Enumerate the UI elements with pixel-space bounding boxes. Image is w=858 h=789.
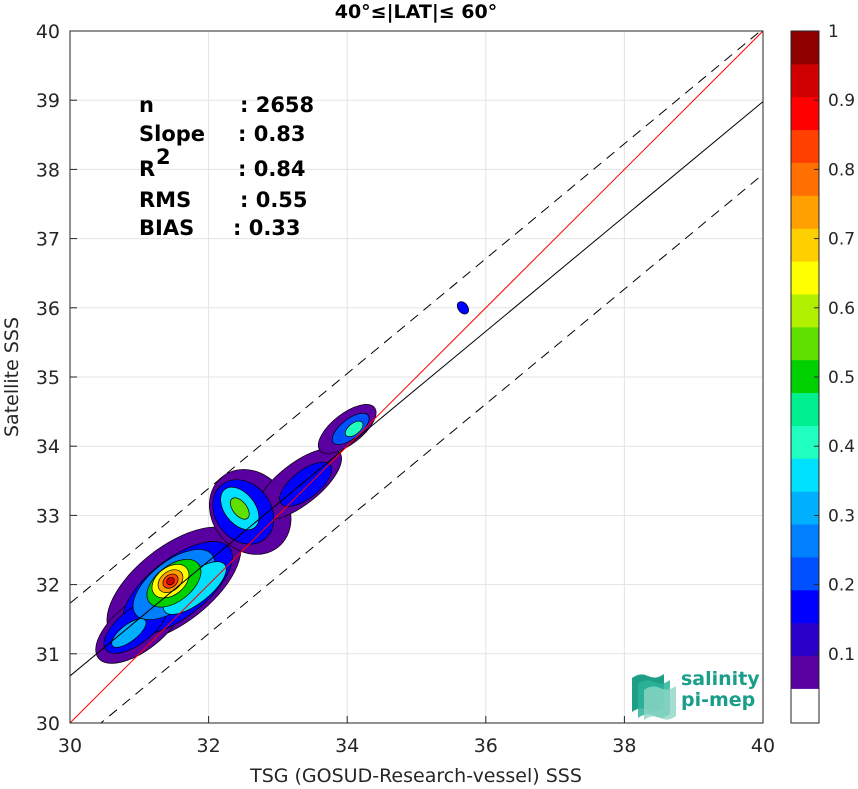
x-tick-label: 38: [612, 735, 636, 757]
contour-region: [344, 420, 364, 437]
contour-level: [344, 420, 364, 437]
stat-row: BIAS : 0.33: [139, 216, 301, 240]
colorbar-band: [791, 195, 819, 229]
y-tick-label: 37: [36, 229, 60, 251]
colorbar-band: [791, 556, 819, 591]
colorbar-band: [791, 31, 819, 65]
contour-level: [111, 618, 147, 648]
x-tick-label: 30: [58, 735, 82, 757]
stat-value: : 0.83: [238, 122, 306, 146]
colorbar-band: [791, 293, 819, 328]
y-axis-ticks: 30 31 32 33 34 35 36 37 38 39 40: [36, 21, 77, 735]
colorbar-band: [791, 458, 819, 492]
colorbar-tick-label: 0.5: [828, 368, 855, 388]
colorbar-tick-label: 0.2: [828, 576, 855, 596]
colorbar-band: [791, 96, 819, 131]
contour-region: [230, 497, 250, 520]
colorbar-band: [791, 326, 819, 361]
contour-region: [111, 618, 147, 648]
identity-line: [70, 31, 763, 723]
colorbar-tick-label: 1: [828, 22, 839, 42]
stat-value: : 0.33: [233, 216, 301, 240]
colorbar-band: [791, 589, 819, 624]
stat-label: RMS: [139, 188, 191, 212]
colorbar-band: [791, 524, 819, 558]
colorbar-tick-label: 0.7: [828, 230, 855, 250]
colorbar-band: [791, 491, 819, 525]
colorbar-band: [791, 359, 819, 394]
y-tick-label: 32: [36, 575, 60, 597]
colorbar-band: [791, 688, 819, 723]
colorbar-tick-label: 0.4: [828, 437, 855, 457]
contour-region: [279, 461, 332, 507]
colorbar-band: [791, 425, 819, 459]
contour-region: [456, 301, 470, 315]
y-tick-label: 30: [36, 713, 60, 735]
colorbar-band: [791, 261, 819, 295]
stat-label: BIAS: [139, 216, 194, 240]
y-tick-label: 40: [36, 21, 60, 43]
stat-row: n : 2658: [139, 93, 314, 117]
colorbar-band: [791, 655, 819, 689]
colorbar-tick-label: 0.9: [828, 91, 855, 111]
colorbar-band: [791, 162, 819, 196]
y-tick-label: 35: [36, 367, 60, 389]
stat-row: RMS : 0.55: [139, 188, 308, 212]
y-tick-label: 34: [36, 436, 60, 458]
colorbar-band: [791, 228, 819, 262]
reference-lines: [70, 31, 763, 723]
colorbar-tick-label: 0.1: [828, 645, 855, 665]
y-tick-label: 33: [36, 505, 60, 527]
stat-label: Slope: [139, 122, 205, 146]
x-tick-label: 40: [751, 735, 775, 757]
salinity-pi-mep-logo: salinity pi-mep: [632, 668, 760, 720]
colorbar-tick-label: 0.8: [828, 160, 855, 180]
contour-level: [279, 461, 332, 507]
upper-band-line: [70, 31, 762, 604]
stat-value: : 0.84: [238, 157, 306, 181]
density-contours: [95, 301, 470, 664]
y-axis-label: Satellite SSS: [1, 317, 23, 437]
stat-label: R: [139, 157, 155, 181]
stats-box: n : 2658 Slope : 0.83 R 2 : 0.84 RMS : 0.55 BIAS:…: [139, 93, 314, 240]
colorbar-tick-label: 0.3: [828, 506, 855, 526]
colorbar-tick-label: 0.6: [828, 299, 855, 319]
logo-line1: salinity: [681, 668, 760, 690]
stat-label: n: [139, 93, 154, 117]
colorbar-band: [791, 622, 819, 657]
contour-region: [166, 577, 175, 586]
x-tick-label: 32: [197, 735, 221, 757]
colorbar-band: [791, 63, 819, 98]
chart-title: 40°≤|LAT|≤ 60°: [335, 1, 498, 23]
x-tick-label: 36: [474, 735, 498, 757]
stat-row: Slope : 0.83: [139, 122, 306, 146]
lower-band-line: [100, 173, 763, 723]
x-tick-label: 34: [335, 735, 359, 757]
y-tick-label: 36: [36, 298, 60, 320]
contour-level: [456, 301, 470, 315]
fit-line: [70, 101, 763, 677]
contour-level: [166, 577, 175, 586]
colorbar: 0.1 0.2 0.3 0.4 0.5 0.6 0.7 0.8 0.9 1: [790, 22, 855, 724]
y-tick-label: 39: [36, 90, 60, 112]
logo-line2: pi-mep: [681, 689, 755, 711]
y-tick-label: 31: [36, 644, 60, 666]
x-axis-ticks: 30 32 34 36 38 40: [58, 716, 775, 757]
wave-logo-icon: [632, 674, 676, 720]
stat-value: : 2658: [240, 93, 314, 117]
colorbar-band: [791, 392, 819, 426]
x-axis-label: TSG (GOSUD-Research-vessel) SSS: [249, 765, 582, 787]
stat-value: : 0.55: [240, 188, 308, 212]
contour-level: [230, 497, 250, 520]
colorbar-band: [791, 129, 819, 163]
stat-superscript: 2: [156, 145, 171, 169]
y-tick-label: 38: [36, 159, 60, 181]
